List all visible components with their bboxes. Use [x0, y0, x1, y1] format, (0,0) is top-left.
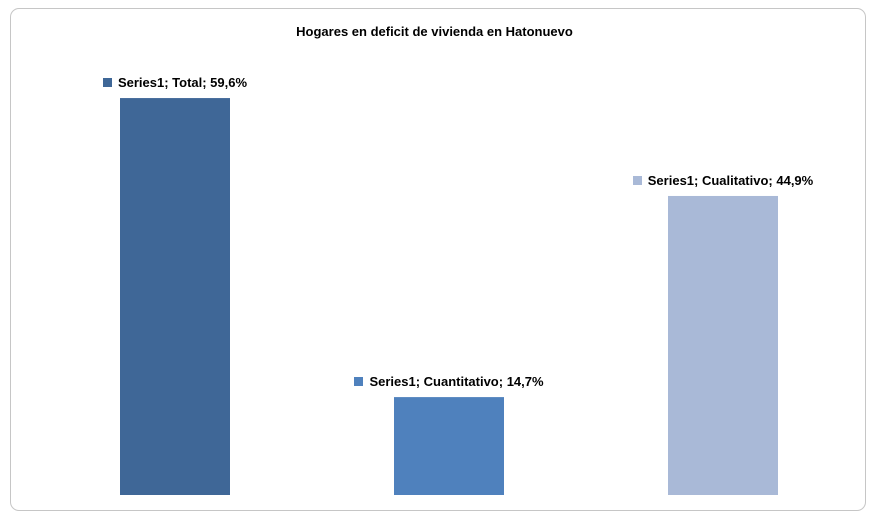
data-label-text: Series1; Cuantitativo; 14,7% — [369, 374, 544, 390]
bar — [394, 397, 504, 495]
legend-key — [102, 78, 112, 88]
bar — [120, 98, 230, 496]
chart-frame — [10, 8, 866, 511]
data-label: Series1; Cuantitativo; 14,7% — [351, 372, 547, 391]
data-label: Series1; Total; 59,6% — [77, 73, 273, 92]
bar — [668, 195, 778, 495]
data-label: Series1; Cualitativo; 44,9% — [625, 171, 821, 190]
data-label-text: Series1; Total; 59,6% — [117, 75, 248, 91]
data-label-text: Series1; Cualitativo; 44,9% — [647, 172, 814, 188]
chart-title: Hogares en deficit de vivienda en Hatonu… — [296, 24, 573, 39]
legend-key — [354, 377, 364, 387]
legend-key — [632, 175, 642, 185]
